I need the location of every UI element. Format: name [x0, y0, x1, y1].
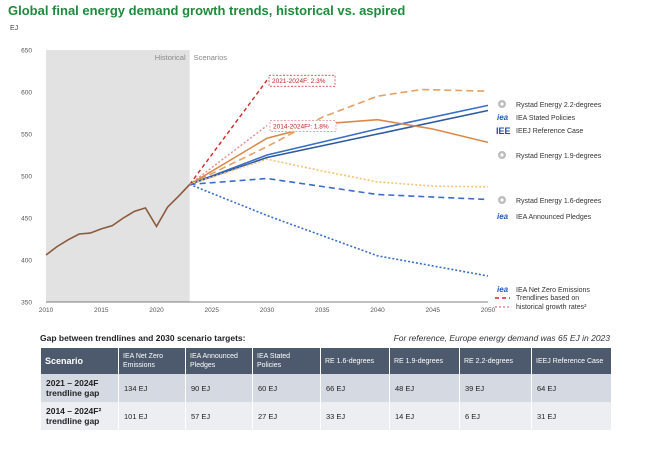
table-cell: 64 EJ — [531, 374, 611, 402]
region-label-scenarios: Scenarios — [194, 53, 228, 62]
legend-label: IEA Stated Policies — [516, 115, 576, 122]
ieej-logo-icon: IEE — [496, 126, 511, 136]
series-line-0 — [189, 88, 489, 186]
x-tick-label: 2035 — [315, 307, 330, 314]
legend-label: IEEJ Reference Case — [516, 128, 583, 135]
trendline-legend-label: Trendlines based on — [516, 295, 579, 302]
region-label-historical: Historical — [155, 53, 186, 62]
iea-logo-icon: iea — [497, 212, 509, 221]
x-tick-label: 2020 — [149, 307, 164, 314]
table-cell: 66 EJ — [320, 374, 390, 402]
column-header: IEA Net Zero Emissions — [118, 348, 186, 374]
trendline-label: 2014-2024F²: 1.8% — [273, 124, 329, 131]
historical-line — [45, 183, 191, 256]
historical-region — [46, 50, 190, 302]
gap-table: Scenario IEA Net Zero Emissions IEA Anno… — [40, 348, 611, 430]
column-header: IEA Announced Pledges — [185, 348, 253, 374]
rystad-logo-icon-core — [500, 153, 504, 157]
table-cell: 31 EJ — [531, 402, 611, 430]
x-tick-label: 2015 — [94, 307, 109, 314]
gap-table-header-row: Scenario IEA Net Zero Emissions IEA Anno… — [40, 348, 611, 374]
series-line-1 — [189, 104, 489, 186]
series-line-3 — [189, 118, 489, 186]
y-tick-label: 500 — [21, 174, 32, 181]
x-tick-label: 2045 — [426, 307, 441, 314]
series-line-5 — [189, 177, 489, 201]
column-header: RE 1.6-degrees — [320, 348, 390, 374]
gap-section-header: Gap between trendlines and 2030 scenario… — [40, 333, 610, 347]
table-row: 2021 – 2024F trendline gap 134 EJ 90 EJ … — [40, 374, 611, 402]
table-cell: 27 EJ — [252, 402, 321, 430]
table-cell: 33 EJ — [320, 402, 390, 430]
legend-label: Rystad Energy 1.6-degrees — [516, 198, 602, 205]
trendline-label-box — [268, 74, 336, 87]
rystad-logo-icon-core — [500, 198, 504, 202]
row-label: 2021 – 2024F trendline gap — [40, 374, 119, 402]
y-tick-label: 650 — [21, 48, 32, 55]
table-cell: 101 EJ — [118, 402, 186, 430]
x-tick-label: 2050 — [481, 307, 496, 314]
trendline-1 — [189, 125, 268, 185]
table-cell: 6 EJ — [459, 402, 532, 430]
rystad-logo-icon-core — [500, 102, 504, 106]
page-title: Global final energy demand growth trends… — [8, 3, 406, 18]
column-header: RE 1.9-degrees — [389, 348, 460, 374]
table-row: 2014 – 2024F² trendline gap 101 EJ 57 EJ… — [40, 402, 611, 430]
column-header: IEEJ Reference Case — [531, 348, 611, 374]
y-axis-label: EJ — [10, 25, 18, 32]
iea-logo-icon: iea — [497, 285, 509, 294]
legend-label: IEA Announced Pledges — [516, 214, 592, 221]
x-tick-label: 2010 — [39, 307, 54, 314]
gap-section-title: Gap between trendlines and 2030 scenario… — [40, 333, 246, 343]
table-cell: 60 EJ — [252, 374, 321, 402]
trendline-0 — [189, 79, 268, 185]
legend-label: IEA Net Zero Emissions — [516, 287, 590, 294]
table-cell: 14 EJ — [389, 402, 460, 430]
gap-section-note: For reference, Europe energy demand was … — [393, 333, 610, 343]
trendline-label: 2021-2024F: 2.3% — [272, 78, 326, 85]
column-header: IEA Stated Policies — [252, 348, 321, 374]
energy-demand-chart: Historical Scenarios EJ 350 400 450 500 550 600… — [10, 25, 602, 314]
legend-label: Rystad Energy 2.2-degrees — [516, 102, 602, 109]
table-cell: 134 EJ — [118, 374, 186, 402]
series-line-2 — [189, 109, 489, 186]
row-label: 2014 – 2024F² trendline gap — [40, 402, 119, 430]
y-tick-label: 450 — [21, 216, 32, 223]
column-header: Scenario — [40, 348, 119, 374]
column-header: RE 2.2-degrees — [459, 348, 532, 374]
trendline-legend-label: historical growth rates² — [516, 304, 587, 311]
trendline-label-box — [269, 120, 337, 132]
x-tick-label: 2040 — [370, 307, 385, 314]
iea-logo-icon: iea — [497, 113, 509, 122]
x-tick-label: 2025 — [205, 307, 220, 314]
table-cell: 48 EJ — [389, 374, 460, 402]
table-cell: 57 EJ — [185, 402, 253, 430]
table-cell: 39 EJ — [459, 374, 532, 402]
y-tick-label: 350 — [21, 300, 32, 307]
series-line-4 — [189, 158, 489, 188]
legend-label: Rystad Energy 1.9-degrees — [516, 153, 602, 160]
y-tick-label: 400 — [21, 258, 32, 265]
y-tick-label: 550 — [21, 132, 32, 139]
x-tick-label: 2030 — [260, 307, 275, 314]
y-tick-label: 600 — [21, 90, 32, 97]
series-line-6 — [189, 183, 489, 277]
table-cell: 90 EJ — [185, 374, 253, 402]
